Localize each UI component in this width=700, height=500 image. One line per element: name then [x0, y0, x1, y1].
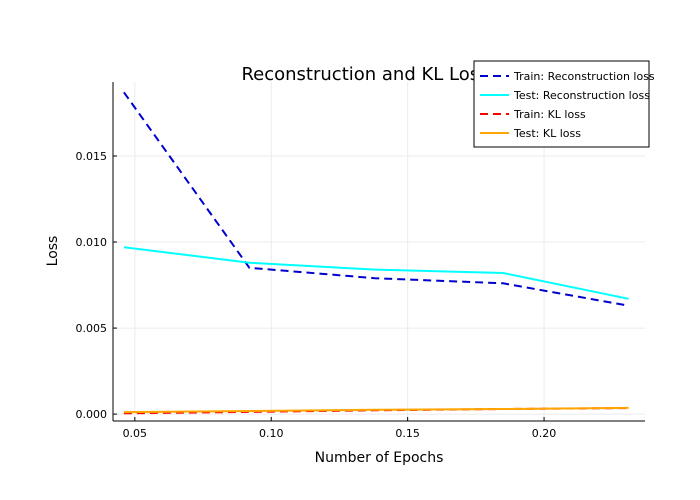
chart-title: Reconstruction and KL Loss	[241, 64, 488, 85]
series-line-1	[123, 91, 629, 307]
y-tick-label: 0.005	[76, 322, 108, 335]
legend: Train: Reconstruction loss Test: Reconstr…	[473, 60, 655, 148]
y-tick-label: 0.000	[76, 408, 108, 421]
x-axis-title: Number of Epochs	[315, 450, 444, 466]
x-tick-label: 0.20	[532, 427, 557, 440]
x-tick-label: 0.05	[123, 427, 148, 440]
tick-labels: 0.05 0.10 0.15 0.20 0.000 0.005 0.010 0.015	[76, 150, 557, 440]
y-axis-title: Loss	[45, 236, 61, 267]
series-line-4	[123, 406, 629, 414]
x-tick-label: 0.10	[259, 427, 284, 440]
y-tick-label: 0.015	[76, 150, 108, 163]
axes	[112, 82, 645, 422]
series	[123, 91, 629, 415]
legend-label-4: Test: KL loss	[513, 127, 581, 140]
legend-label-1: Train: Reconstruction loss	[513, 70, 655, 83]
y-tick-label: 0.010	[76, 236, 108, 249]
legend-label-2: Test: Reconstruction loss	[513, 89, 650, 102]
legend-label-3: Train: KL loss	[513, 108, 586, 121]
series-line-2	[123, 246, 629, 300]
x-tick-label: 0.15	[395, 427, 420, 440]
